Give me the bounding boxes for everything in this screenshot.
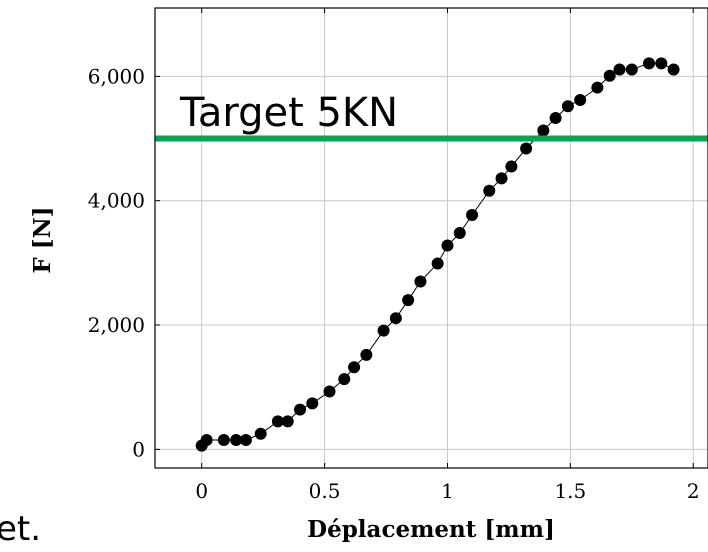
data-point-5: [254, 427, 267, 440]
grid: [155, 8, 708, 468]
plot-frame: [154, 7, 708, 469]
data-point-34: [643, 57, 656, 70]
data-point-3: [230, 434, 243, 447]
y-tick-label-2: 4,000: [88, 189, 145, 213]
data-point-9: [306, 397, 319, 410]
data-point-11: [338, 373, 351, 386]
data-point-21: [466, 209, 479, 221]
x-tick-label-0: 0: [195, 479, 208, 503]
data-point-8: [294, 403, 307, 416]
x-tick-label-4: 2: [687, 479, 700, 503]
y-tick-label-0: 0: [132, 437, 145, 461]
data-points: [195, 57, 680, 452]
data-point-4: [239, 434, 252, 447]
data-point-20: [453, 227, 466, 240]
data-point-35: [655, 57, 668, 70]
x-tick-label-3: 1.5: [554, 479, 586, 503]
data-point-22: [483, 184, 496, 197]
data-point-23: [495, 172, 508, 185]
data-point-17: [414, 275, 427, 288]
data-point-27: [549, 112, 562, 125]
x-tick-label-2: 1: [441, 479, 454, 503]
x-axis-ticks: 0 0.5 1 1.5 2: [195, 8, 700, 503]
data-point-24: [505, 160, 518, 173]
data-point-31: [603, 69, 616, 82]
target-label: Target 5KN: [179, 90, 398, 136]
x-tick-label-1: 0.5: [309, 479, 341, 503]
data-point-25: [520, 142, 533, 155]
data-point-28: [561, 100, 574, 113]
data-point-29: [574, 94, 587, 106]
data-point-16: [402, 294, 415, 307]
data-point-33: [625, 63, 638, 76]
data-point-7: [281, 415, 294, 428]
data-point-1: [200, 434, 213, 447]
data-point-13: [360, 348, 373, 361]
data-point-19: [441, 239, 454, 252]
y-tick-label-3: 6,000: [88, 64, 145, 88]
data-point-32: [613, 63, 626, 76]
y-tick-label-1: 2,000: [88, 313, 145, 337]
data-point-14: [377, 324, 390, 337]
data-point-12: [348, 361, 361, 374]
data-point-15: [389, 312, 402, 325]
cut-off-text: et.: [0, 509, 41, 549]
data-point-18: [431, 257, 444, 270]
data-point-2: [217, 434, 230, 447]
data-point-10: [323, 385, 336, 398]
data-point-6: [271, 415, 284, 428]
data-point-36: [667, 63, 680, 76]
data-point-26: [537, 124, 550, 137]
data-point-30: [591, 81, 604, 94]
y-axis-title: F [N]: [29, 206, 56, 273]
y-axis-ticks: 0 2,000 4,000 6,000: [88, 64, 160, 461]
x-axis-title: Déplacement [mm]: [307, 516, 555, 543]
